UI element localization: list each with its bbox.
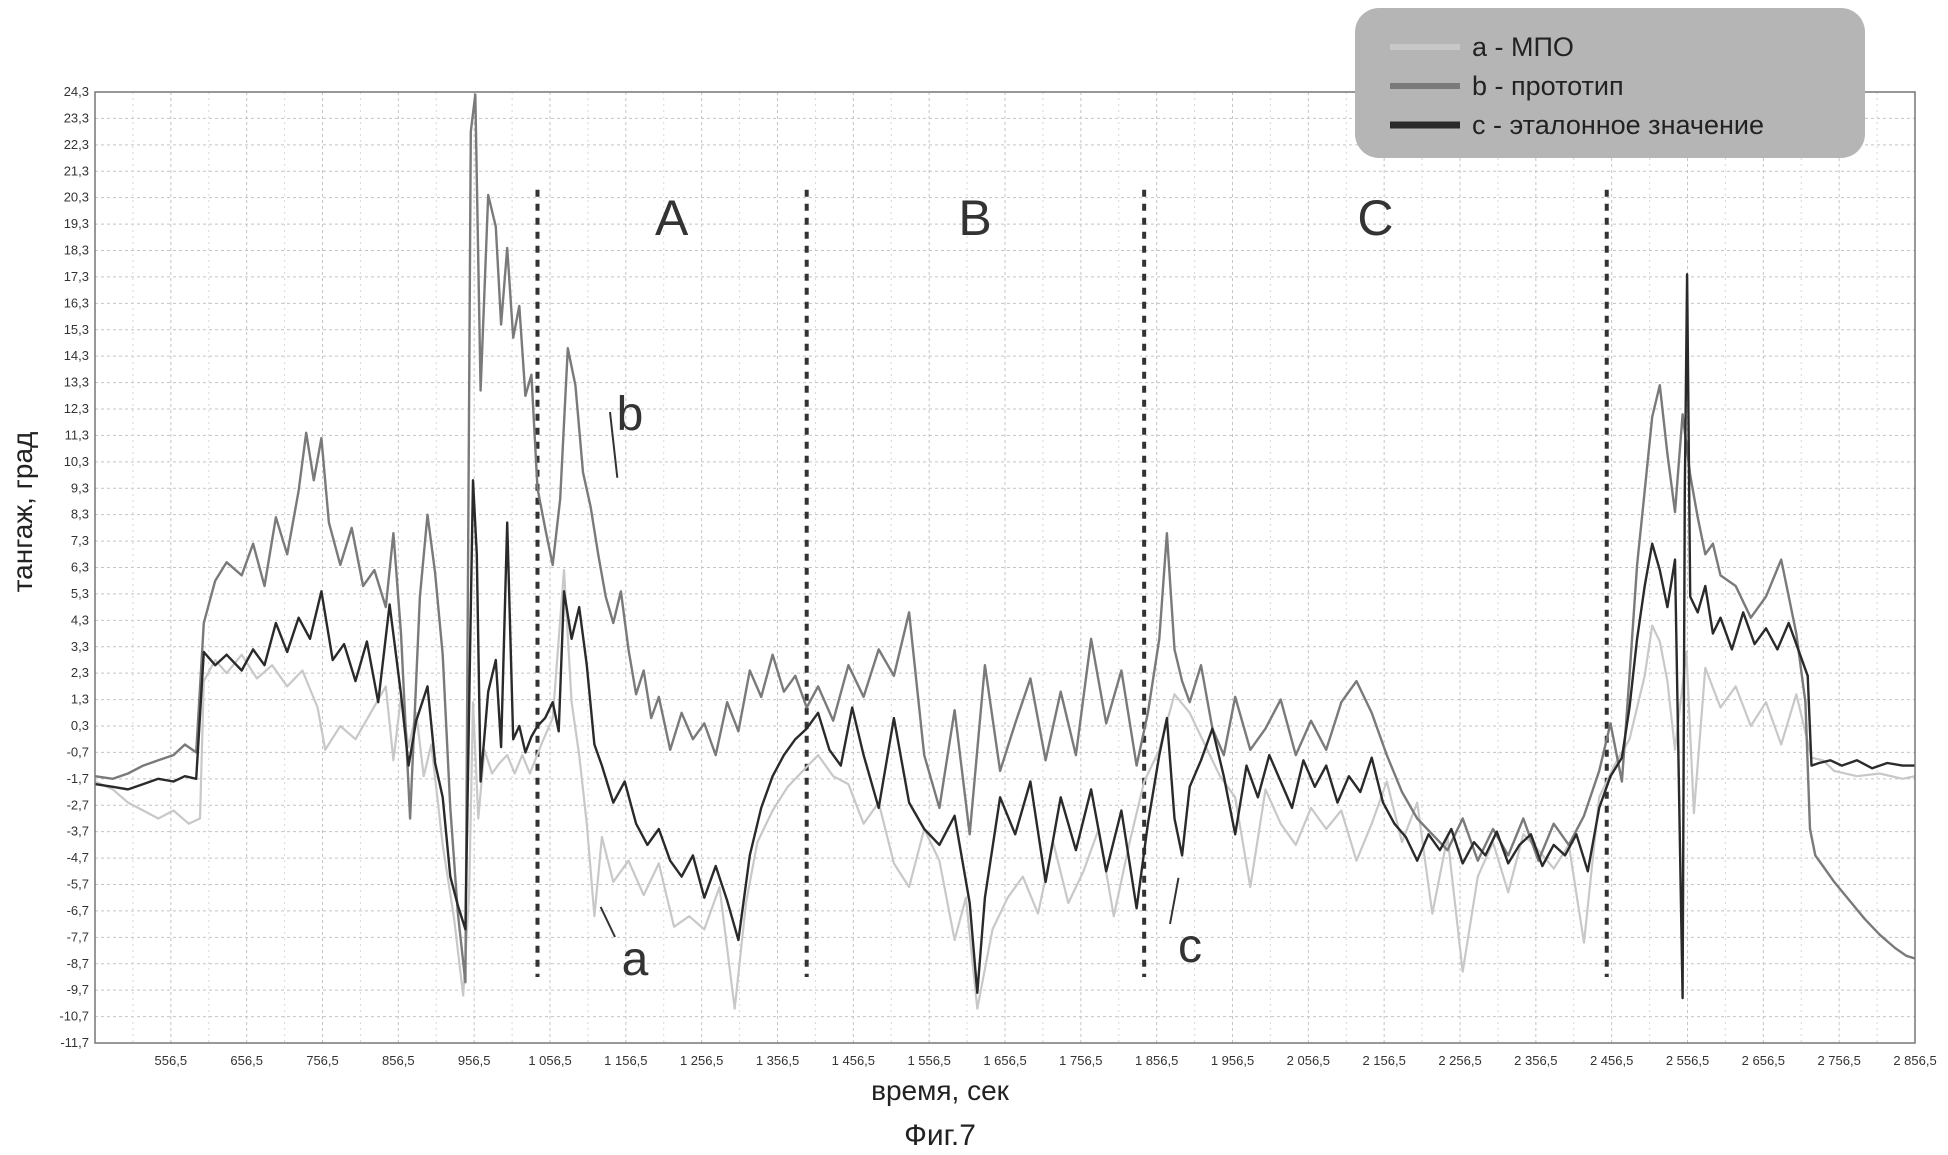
figure-caption: Фиг.7 [904, 1119, 976, 1152]
region-label-b: B [958, 190, 991, 246]
y-tick-label: 14,3 [64, 348, 89, 363]
annotation-label-c: c [1178, 920, 1202, 973]
annotation-label-b: b [617, 388, 644, 441]
y-tick-label: 9,3 [71, 480, 89, 495]
y-tick-label: -6,7 [67, 903, 89, 918]
y-tick-label: 20,3 [64, 190, 89, 205]
y-tick-label: 17,3 [64, 269, 89, 284]
y-tick-label: 3,3 [71, 639, 89, 654]
legend-label: a - МПО [1472, 32, 1574, 62]
y-tick-label: -2,7 [67, 797, 89, 812]
x-tick-label: 1 856,5 [1135, 1053, 1178, 1068]
x-tick-label: 1 356,5 [756, 1053, 799, 1068]
legend: a - МПО b - прототип c - эталонное значени… [1355, 8, 1865, 158]
y-tick-label: 6,3 [71, 560, 89, 575]
x-axis-ticks: 556,5 656,5 756,5 856,5 956,5 1 056,5 1 156,5 1… [155, 1053, 1937, 1068]
x-tick-label: 856,5 [382, 1053, 415, 1068]
x-tick-label: 1 056,5 [528, 1053, 571, 1068]
y-tick-label: -11,7 [60, 1035, 89, 1050]
x-tick-label: 956,5 [458, 1053, 491, 1068]
x-tick-label: 2 356,5 [1514, 1053, 1557, 1068]
y-tick-label: 13,3 [64, 375, 89, 390]
x-tick-label: 1 956,5 [1211, 1053, 1254, 1068]
y-tick-label: -10,7 [59, 1009, 89, 1024]
x-tick-label: 2 856,5 [1893, 1053, 1936, 1068]
annotation-arrow-a [601, 907, 615, 937]
y-tick-label: 4,3 [71, 612, 89, 627]
region-label-a: A [655, 190, 689, 246]
grid [95, 92, 1915, 1043]
region-label-c: C [1357, 190, 1393, 246]
y-axis-ticks: 24,3 23,3 22,3 21,3 20,3 19,3 18,3 17,3 16,3 15,3… [59, 84, 89, 1050]
y-tick-label: -3,7 [67, 824, 89, 839]
y-tick-label: 19,3 [64, 216, 89, 231]
y-tick-label: 15,3 [64, 322, 89, 337]
x-tick-label: 2 256,5 [1438, 1053, 1481, 1068]
y-tick-label: 11,3 [65, 427, 89, 442]
x-tick-label: 1 456,5 [832, 1053, 875, 1068]
y-tick-label: 18,3 [64, 243, 89, 258]
legend-label: c - эталонное значение [1472, 110, 1764, 140]
y-tick-label: 5,3 [71, 586, 89, 601]
y-tick-label: -7,7 [67, 929, 89, 944]
region-labels: A B C [655, 190, 1393, 246]
region-dividers [537, 190, 1606, 977]
y-tick-label: 12,3 [64, 401, 89, 416]
x-tick-label: 1 156,5 [604, 1053, 647, 1068]
y-tick-label: 16,3 [64, 295, 89, 310]
annotation-label-a: a [622, 933, 649, 986]
x-tick-label: 556,5 [155, 1053, 188, 1068]
x-tick-label: 2 156,5 [1362, 1053, 1405, 1068]
y-tick-label: 1,3 [71, 692, 89, 707]
y-tick-label: 22,3 [64, 137, 89, 152]
y-tick-label: -4,7 [67, 850, 89, 865]
x-tick-label: 2 456,5 [1590, 1053, 1633, 1068]
x-tick-label: 1 556,5 [907, 1053, 950, 1068]
y-tick-label: -8,7 [67, 956, 89, 971]
x-tick-label: 756,5 [306, 1053, 339, 1068]
y-tick-label: -9,7 [67, 982, 89, 997]
x-tick-label: 656,5 [230, 1053, 263, 1068]
x-axis-title: время, сек [871, 1075, 1010, 1106]
y-tick-label: 23,3 [64, 110, 89, 125]
series-annotations: b a c [601, 388, 1202, 986]
y-tick-label: -5,7 [67, 877, 89, 892]
y-axis-title: тангаж, град [7, 432, 38, 593]
y-tick-label: -1,7 [67, 771, 89, 786]
x-tick-label: 2 056,5 [1287, 1053, 1330, 1068]
legend-label: b - прототип [1472, 71, 1624, 101]
y-tick-label: 24,3 [64, 84, 89, 99]
x-tick-label: 1 656,5 [983, 1053, 1026, 1068]
x-tick-label: 1 756,5 [1059, 1053, 1102, 1068]
x-tick-label: 2 556,5 [1666, 1053, 1709, 1068]
y-tick-label: 7,3 [71, 533, 89, 548]
y-tick-label: 8,3 [71, 507, 89, 522]
y-tick-label: 10,3 [64, 454, 89, 469]
x-tick-label: 2 756,5 [1817, 1053, 1860, 1068]
y-tick-label: 2,3 [71, 665, 89, 680]
x-tick-label: 1 256,5 [680, 1053, 723, 1068]
y-tick-label: 21,3 [64, 163, 89, 178]
y-tick-label: -0,7 [67, 744, 89, 759]
y-tick-label: 0,3 [71, 718, 89, 733]
x-tick-label: 2 656,5 [1742, 1053, 1785, 1068]
